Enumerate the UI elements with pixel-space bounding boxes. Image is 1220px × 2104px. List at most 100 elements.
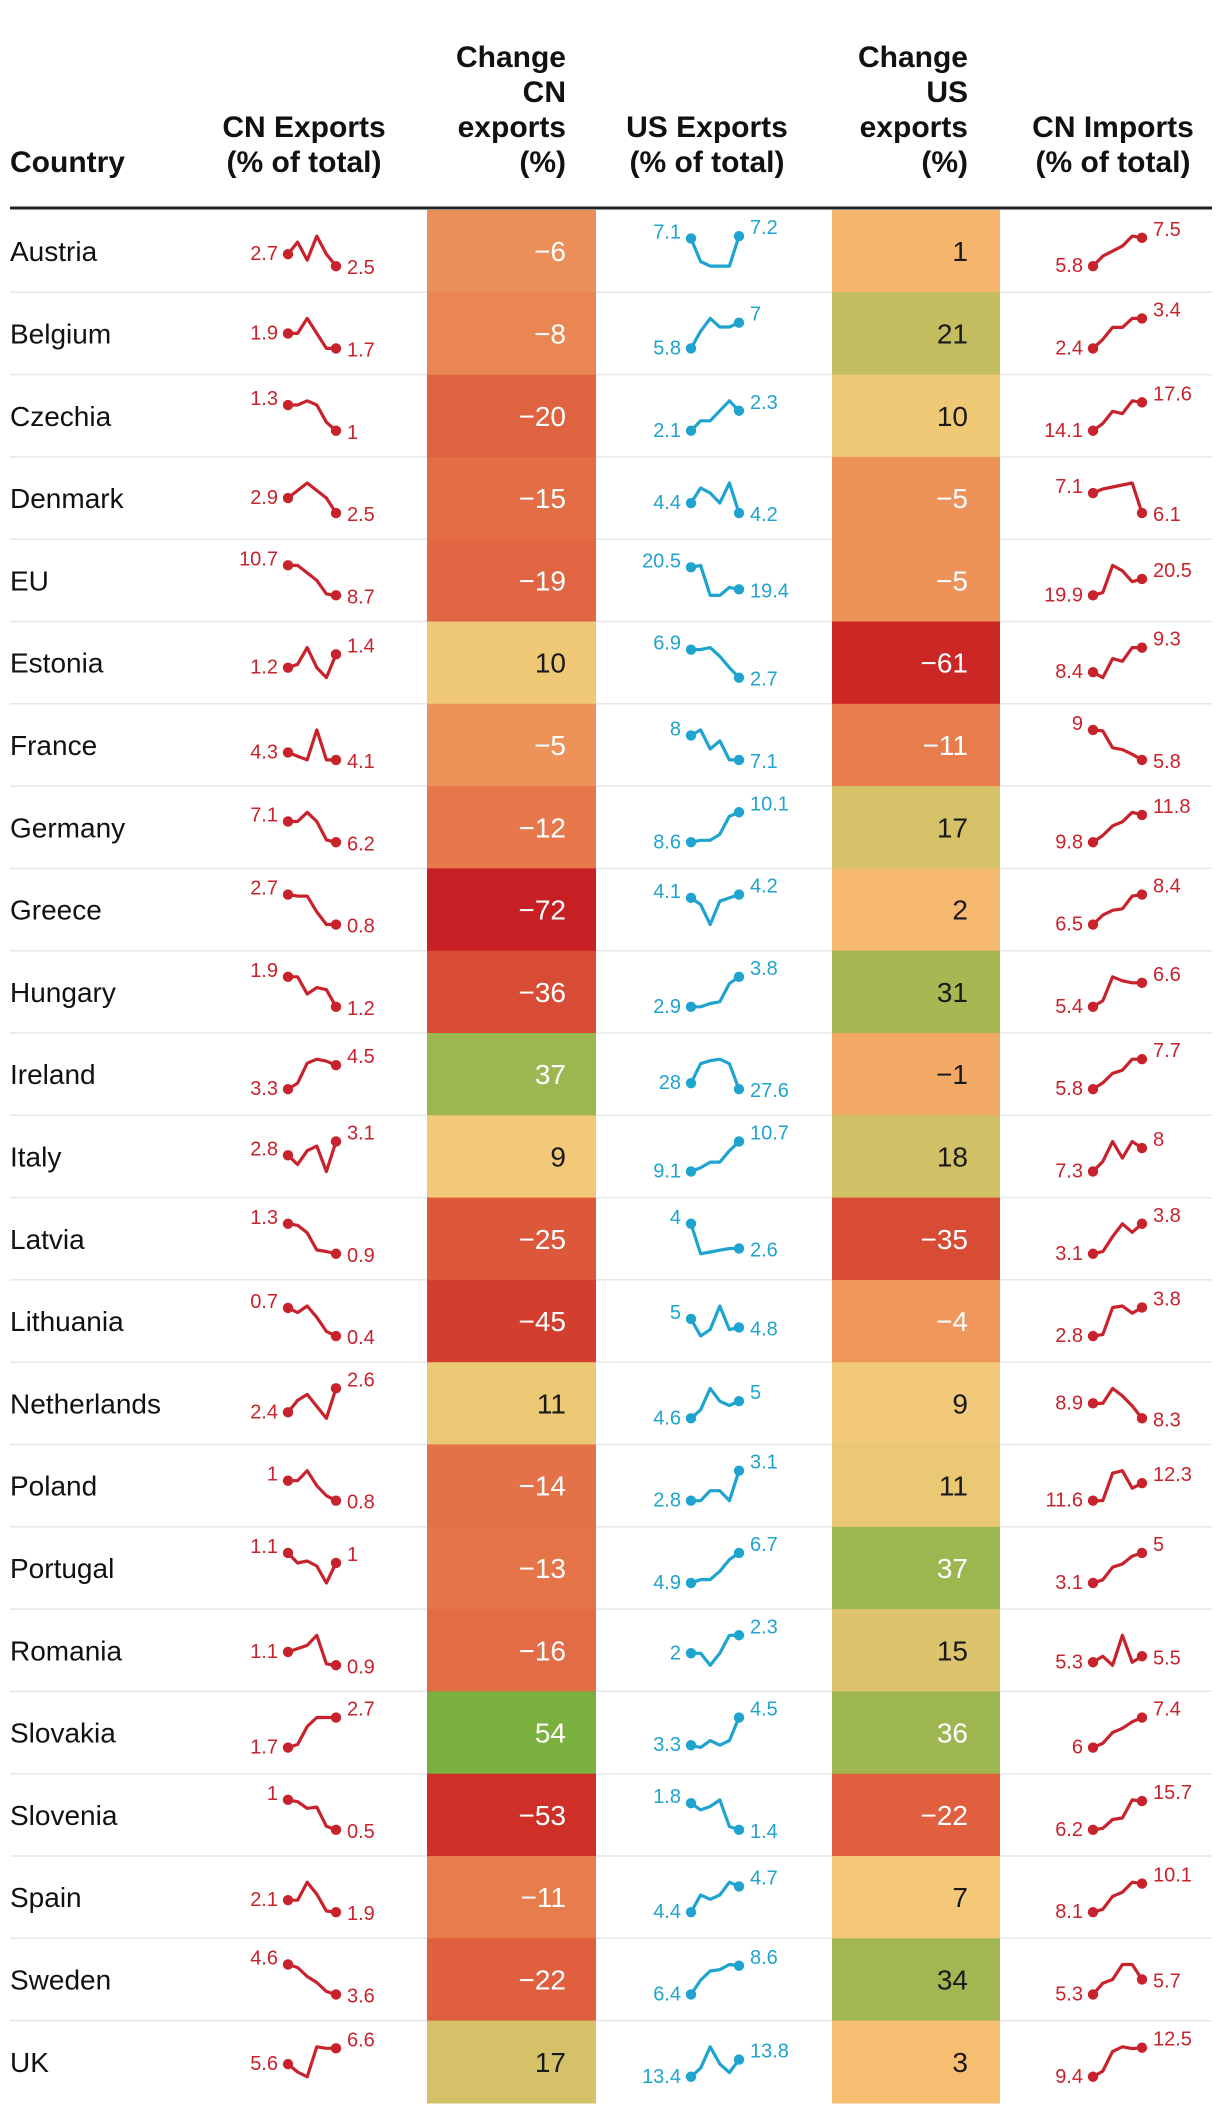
cn-imports-slovenia-end-label: 15.7	[1153, 1782, 1192, 1804]
change-us-cell-uk	[832, 2020, 1000, 2104]
us-exports-netherlands-sparkline	[689, 1386, 741, 1421]
us-exports-sweden-sparkline	[689, 1962, 741, 1997]
change-us-value-portugal: 37	[937, 1553, 968, 1584]
header-change-cn-exports: CN	[523, 76, 566, 109]
country-name-eu: EU	[10, 565, 49, 596]
cn-exports-uk-start-label: 5.6	[250, 2053, 278, 2075]
cn-imports-sweden-start-point	[1087, 1989, 1099, 2000]
change-us-cell-lithuania	[832, 1279, 1000, 1363]
change-cn-cell-portugal	[427, 1526, 596, 1610]
cn-imports-hungary-start-label: 5.4	[1055, 996, 1083, 1018]
us-exports-czechia-end-label: 2.3	[750, 392, 778, 414]
change-us-cell-hungary	[832, 950, 1000, 1034]
cn-exports-france-start-point	[282, 747, 294, 758]
us-exports-italy-start-point	[685, 1166, 697, 1177]
cn-exports-romania-start-label: 1.1	[250, 1641, 278, 1663]
us-exports-eu-sparkline	[689, 563, 741, 598]
cn-imports-estonia-end-point	[1136, 642, 1148, 653]
cn-imports-hungary-sparkline	[1091, 975, 1144, 1009]
header-cn-imports: CN Imports	[1032, 111, 1194, 144]
cn-imports-czechia-start-label: 14.1	[1044, 420, 1083, 442]
cn-exports-austria-start-point	[282, 248, 294, 260]
change-us-cell-sweden	[832, 1938, 1000, 2022]
country-name-austria: Austria	[10, 236, 98, 267]
cn-exports-czechia-end-label: 1	[347, 422, 358, 444]
change-us-cell-netherlands	[832, 1362, 1000, 1446]
us-exports-austria-end-point	[733, 230, 745, 242]
cn-imports-slovakia-start-label: 6	[1072, 1737, 1083, 1759]
cn-exports-sweden-start-point	[282, 1959, 294, 1970]
us-exports-sweden-start-point	[685, 1989, 697, 2000]
cn-imports-france-start-point	[1087, 724, 1099, 736]
cn-exports-hungary-sparkline	[286, 975, 338, 1009]
change-cn-cell-greece	[427, 868, 596, 952]
cn-exports-latvia-end-label: 0.9	[347, 1245, 375, 1267]
cn-imports-slovakia-end-point	[1136, 1712, 1148, 1723]
cn-imports-belgium-start-label: 2.4	[1055, 337, 1083, 359]
us-exports-czechia-sparkline	[689, 399, 741, 433]
cn-exports-belgium-end-point	[330, 343, 342, 354]
cn-imports-hungary-start-point	[1087, 1001, 1099, 1013]
change-cn-value-denmark: −15	[519, 483, 567, 514]
cn-exports-hungary-start-label: 1.9	[250, 960, 278, 982]
cn-imports-lithuania-start-point	[1087, 1330, 1099, 1342]
cn-imports-netherlands-start-label: 8.9	[1055, 1392, 1083, 1414]
cn-exports-slovakia-start-point	[282, 1742, 294, 1753]
cn-imports-romania-start-point	[1087, 1657, 1099, 1668]
change-cn-value-eu: −19	[519, 565, 567, 596]
us-exports-germany-sparkline	[689, 810, 741, 844]
cn-imports-sweden-end-point	[1136, 1974, 1148, 1985]
us-exports-romania-end-point	[733, 1630, 745, 1641]
cn-imports-spain-sparkline	[1091, 1880, 1144, 1914]
change-cn-value-hungary: −36	[519, 977, 567, 1008]
cn-exports-sweden-start-label: 4.6	[250, 1947, 278, 1969]
cn-exports-estonia-start-label: 1.2	[250, 657, 278, 679]
cn-exports-austria-sparkline	[286, 234, 338, 268]
us-exports-romania-end-label: 2.3	[750, 1616, 778, 1638]
change-cn-value-czechia: −20	[519, 401, 567, 432]
cn-exports-lithuania-sparkline	[286, 1304, 338, 1338]
country-name-spain: Spain	[10, 1882, 82, 1913]
us-exports-slovakia-end-label: 4.5	[750, 1699, 778, 1721]
us-exports-france-end-point	[733, 754, 745, 766]
cn-exports-sweden-sparkline	[286, 1962, 338, 1997]
header-country: Country	[10, 146, 125, 179]
cn-exports-eu-end-label: 8.7	[347, 586, 375, 608]
cn-exports-france-sparkline	[286, 728, 338, 762]
change-us-value-germany: 17	[937, 812, 968, 843]
cn-exports-poland-sparkline	[286, 1469, 338, 1503]
cn-exports-spain-end-point	[330, 1906, 342, 1918]
us-exports-latvia-sparkline	[689, 1222, 741, 1256]
change-us-cell-belgium	[832, 292, 1000, 376]
us-exports-netherlands-start-point	[685, 1413, 697, 1424]
change-cn-cell-latvia	[427, 1197, 596, 1281]
country-name-ireland: Ireland	[10, 1059, 96, 1090]
cn-imports-netherlands-end-label: 8.3	[1153, 1409, 1181, 1431]
cn-exports-lithuania-end-point	[330, 1330, 342, 1342]
change-us-cell-italy	[832, 1115, 1000, 1199]
us-exports-uk-end-point	[733, 2054, 745, 2065]
country-name-denmark: Denmark	[10, 483, 125, 514]
header-change-us-exports: Change	[858, 41, 968, 74]
us-exports-ireland-sparkline	[689, 1057, 741, 1091]
us-exports-hungary-start-label: 2.9	[653, 996, 681, 1018]
change-cn-cell-spain	[427, 1856, 596, 1939]
change-cn-value-lithuania: −45	[519, 1306, 567, 1337]
change-cn-value-germany: −12	[519, 812, 567, 843]
us-exports-netherlands-end-point	[733, 1396, 745, 1407]
country-name-estonia: Estonia	[10, 648, 104, 679]
change-cn-cell-belgium	[427, 292, 596, 376]
country-name-czechia: Czechia	[10, 401, 112, 432]
us-exports-netherlands-end-label: 5	[750, 1382, 761, 1404]
us-exports-poland-start-point	[685, 1495, 697, 1506]
us-exports-italy-end-label: 10.7	[750, 1122, 789, 1144]
cn-exports-czechia-sparkline	[286, 399, 338, 433]
cn-imports-eu-start-point	[1087, 590, 1099, 601]
us-exports-romania-start-point	[685, 1648, 697, 1659]
us-exports-latvia-end-label: 2.6	[750, 1239, 778, 1261]
cn-imports-italy-sparkline	[1091, 1139, 1144, 1174]
change-us-cell-spain	[832, 1856, 1000, 1939]
us-exports-slovakia-start-point	[685, 1740, 697, 1751]
us-exports-sweden-start-label: 6.4	[653, 1983, 681, 2005]
